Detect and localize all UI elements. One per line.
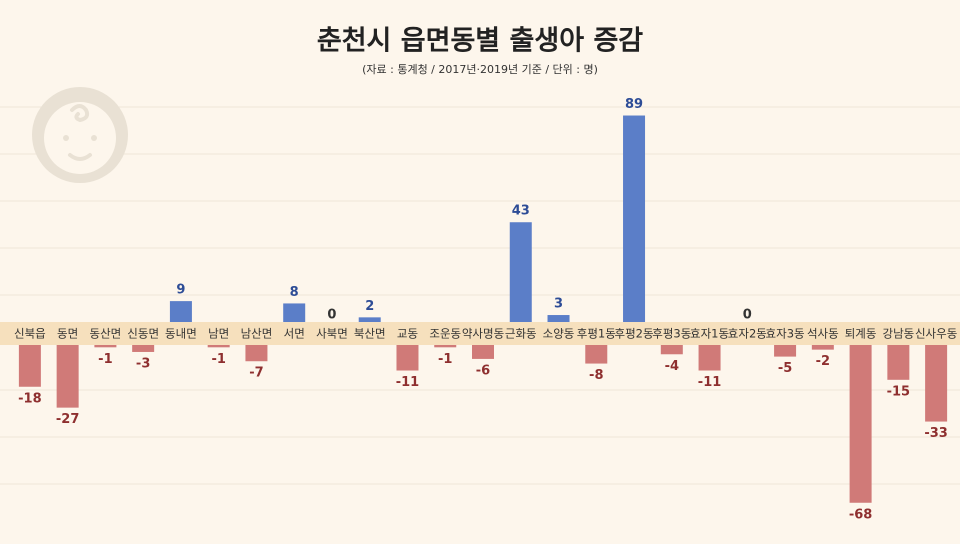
value-label: -27 bbox=[56, 412, 80, 427]
bar bbox=[56, 345, 79, 408]
value-label: 2 bbox=[365, 299, 374, 314]
x-tick-label: 석사동 bbox=[807, 327, 839, 341]
baby-icon bbox=[32, 87, 128, 183]
value-label: 0 bbox=[327, 308, 336, 323]
x-tick-label: 남면 bbox=[208, 327, 229, 341]
x-tick-label: 동산면 bbox=[90, 327, 122, 341]
value-label: -15 bbox=[887, 384, 911, 399]
bar bbox=[774, 345, 797, 357]
x-tick-label: 근화동 bbox=[505, 327, 537, 341]
value-label: 8 bbox=[290, 285, 299, 300]
x-tick-label: 후평2동 bbox=[615, 327, 654, 341]
x-tick-label: 신사우동 bbox=[915, 327, 957, 341]
x-tick-label: 효자3동 bbox=[766, 327, 805, 341]
x-tick-label: 조운동 bbox=[429, 327, 461, 341]
value-label: 43 bbox=[512, 204, 530, 219]
bar bbox=[849, 345, 872, 503]
value-label: -5 bbox=[778, 361, 792, 376]
background-grid bbox=[0, 106, 960, 485]
x-tick-label: 후평1동 bbox=[577, 327, 616, 341]
value-label: -8 bbox=[589, 368, 603, 383]
chart-title: 춘천시 읍면동별 출생아 증감 bbox=[317, 26, 643, 57]
value-label: -68 bbox=[849, 507, 873, 522]
bar bbox=[245, 345, 268, 362]
x-tick-label: 교동 bbox=[397, 327, 418, 341]
value-label: 0 bbox=[743, 308, 752, 323]
bar bbox=[169, 301, 192, 322]
value-label: -6 bbox=[476, 363, 490, 378]
value-label: -7 bbox=[249, 366, 263, 381]
x-tick-label: 효자2동 bbox=[728, 327, 767, 341]
category-strip bbox=[0, 322, 960, 345]
x-tick-label: 신동면 bbox=[127, 327, 159, 341]
bar bbox=[132, 345, 155, 352]
bar bbox=[660, 345, 683, 355]
value-label: -11 bbox=[698, 375, 722, 390]
bar bbox=[358, 317, 381, 322]
x-tick-label: 동면 bbox=[57, 327, 78, 341]
x-tick-label: 사북면 bbox=[316, 327, 348, 341]
bar bbox=[887, 345, 910, 380]
x-tick-label: 동내면 bbox=[165, 327, 197, 341]
x-tick-label: 소양동 bbox=[543, 327, 575, 341]
x-tick-label: 남산면 bbox=[241, 327, 273, 341]
bar bbox=[207, 345, 230, 348]
bar bbox=[925, 345, 948, 422]
value-label: -33 bbox=[924, 426, 948, 441]
bar bbox=[18, 345, 41, 387]
x-tick-label: 효자1동 bbox=[690, 327, 729, 341]
bar bbox=[623, 115, 646, 323]
value-label: -1 bbox=[211, 352, 225, 367]
value-label: -11 bbox=[396, 375, 420, 390]
bar bbox=[547, 315, 570, 322]
value-label: -18 bbox=[18, 391, 42, 406]
bar bbox=[283, 303, 306, 322]
value-label: -1 bbox=[438, 352, 452, 367]
value-label: 9 bbox=[176, 283, 185, 298]
x-tick-label: 퇴계동 bbox=[845, 327, 877, 341]
value-label: -1 bbox=[98, 352, 112, 367]
value-label: -3 bbox=[136, 356, 150, 371]
bar bbox=[396, 345, 419, 371]
chart-subtitle: (자료 : 통계청 / 2017년·2019년 기준 / 단위 : 명) bbox=[362, 63, 598, 76]
value-label: 3 bbox=[554, 297, 563, 312]
x-tick-label: 강남동 bbox=[882, 327, 914, 341]
value-label: -2 bbox=[816, 354, 830, 369]
bar bbox=[434, 345, 457, 348]
bar bbox=[94, 345, 117, 348]
value-label: -4 bbox=[665, 359, 679, 374]
x-tick-label: 신북읍 bbox=[14, 327, 46, 341]
value-label: 89 bbox=[625, 97, 643, 112]
x-tick-label: 북산면 bbox=[354, 327, 386, 341]
bar bbox=[472, 345, 494, 359]
bar bbox=[585, 345, 608, 364]
x-tick-label: 서면 bbox=[284, 327, 305, 341]
x-tick-label: 약사명동 bbox=[462, 327, 504, 341]
x-tick-label: 후평3동 bbox=[652, 327, 691, 341]
bar bbox=[811, 345, 834, 350]
bar bbox=[509, 222, 532, 322]
bar bbox=[698, 345, 721, 371]
